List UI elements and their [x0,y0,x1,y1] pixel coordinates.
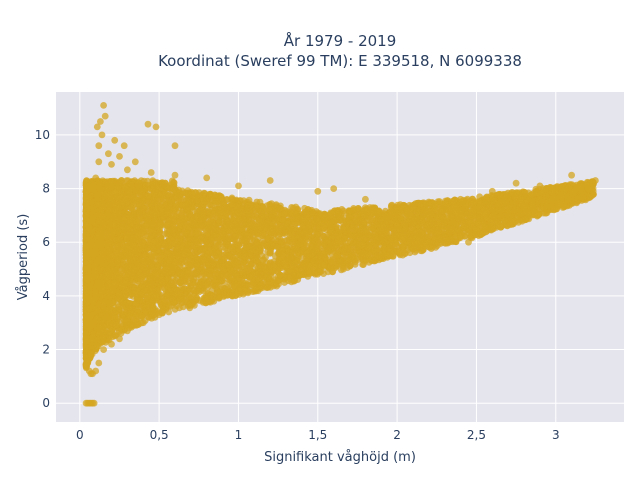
data-points [82,102,599,407]
data-point [170,178,177,186]
data-point [228,194,236,202]
